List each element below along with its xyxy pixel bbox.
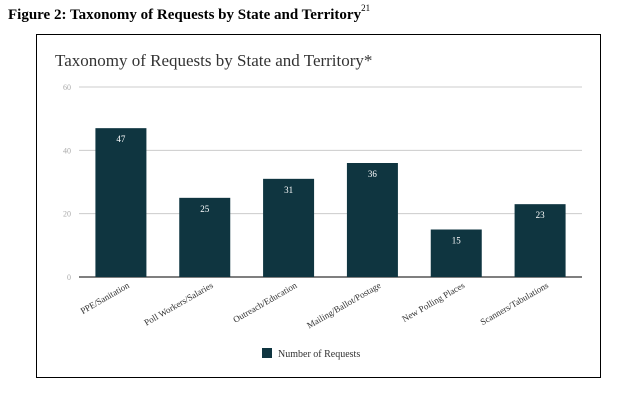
bar[interactable] [514, 204, 566, 277]
bar-value-label: 47 [116, 134, 126, 144]
figure-caption: Figure 2: Taxonomy of Requests by State … [8, 3, 371, 24]
bars-layer: 47 25 31 36 15 23 [95, 128, 566, 278]
bar-chart: Taxonomy of Requests by State and Territ… [55, 51, 582, 360]
legend-swatch [262, 348, 272, 358]
y-tick-label: 20 [63, 210, 71, 219]
bar-value-label: 23 [536, 210, 546, 220]
bar[interactable] [430, 229, 482, 278]
x-tick-label: Mailing/Ballot/Postage [305, 280, 382, 330]
chart-title: Taxonomy of Requests by State and Territ… [55, 51, 372, 70]
bar-value-label: 25 [200, 204, 210, 214]
legend: Number of Requests [262, 348, 360, 360]
x-tick-label: New Polling Places [400, 280, 466, 324]
bar[interactable] [179, 197, 231, 277]
bar[interactable] [95, 128, 147, 277]
y-tick-label: 60 [63, 83, 71, 92]
x-axis-labels: PPE/Sanitation Poll Workers/Salaries Outre… [79, 280, 551, 331]
footnote-reference[interactable]: 21 [361, 3, 371, 13]
x-tick-label: Outreach/Education [231, 280, 299, 325]
legend-label: Number of Requests [278, 349, 360, 360]
figure-caption-text: Figure 2: Taxonomy of Requests by State … [8, 7, 362, 23]
y-tick-label: 40 [63, 146, 71, 155]
grid-layer: 0 20 40 60 [63, 83, 582, 282]
bar-value-label: 31 [284, 185, 293, 195]
y-tick-label: 0 [67, 273, 71, 282]
x-tick-label: PPE/Sanitation [79, 280, 132, 316]
x-tick-label: Poll Workers/Salaries [142, 280, 215, 328]
x-tick-label: Scanners/Tabulations [479, 280, 551, 327]
bar[interactable] [346, 163, 398, 277]
bar-value-label: 15 [452, 236, 462, 246]
bar[interactable] [263, 178, 315, 277]
chart-frame: Taxonomy of Requests by State and Territ… [36, 34, 601, 378]
bar-value-label: 36 [368, 169, 378, 179]
